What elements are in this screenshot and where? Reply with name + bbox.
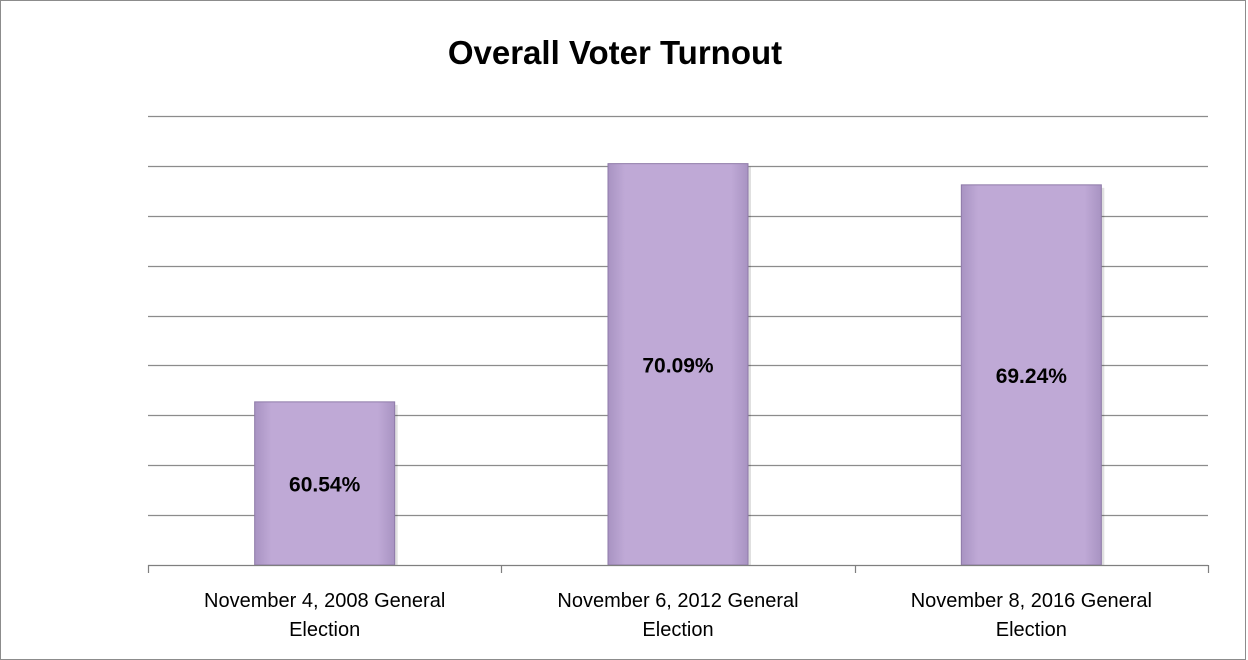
chart-title: Overall Voter Turnout xyxy=(447,34,783,71)
x-tick-label: November 6, 2012 General xyxy=(557,590,798,612)
data-label: 70.09% xyxy=(642,354,714,377)
bar xyxy=(254,401,396,566)
data-label: 60.54% xyxy=(289,473,361,496)
bar xyxy=(607,163,749,566)
x-tick-label: November 8, 2016 General xyxy=(911,590,1152,612)
bar xyxy=(960,184,1102,566)
x-tick-label: November 4, 2008 General xyxy=(204,590,445,612)
data-label: 69.24% xyxy=(996,365,1068,388)
x-tick-label: Election xyxy=(642,619,713,641)
x-tick-label: Election xyxy=(996,619,1067,641)
x-tick-label: Election xyxy=(289,619,360,641)
